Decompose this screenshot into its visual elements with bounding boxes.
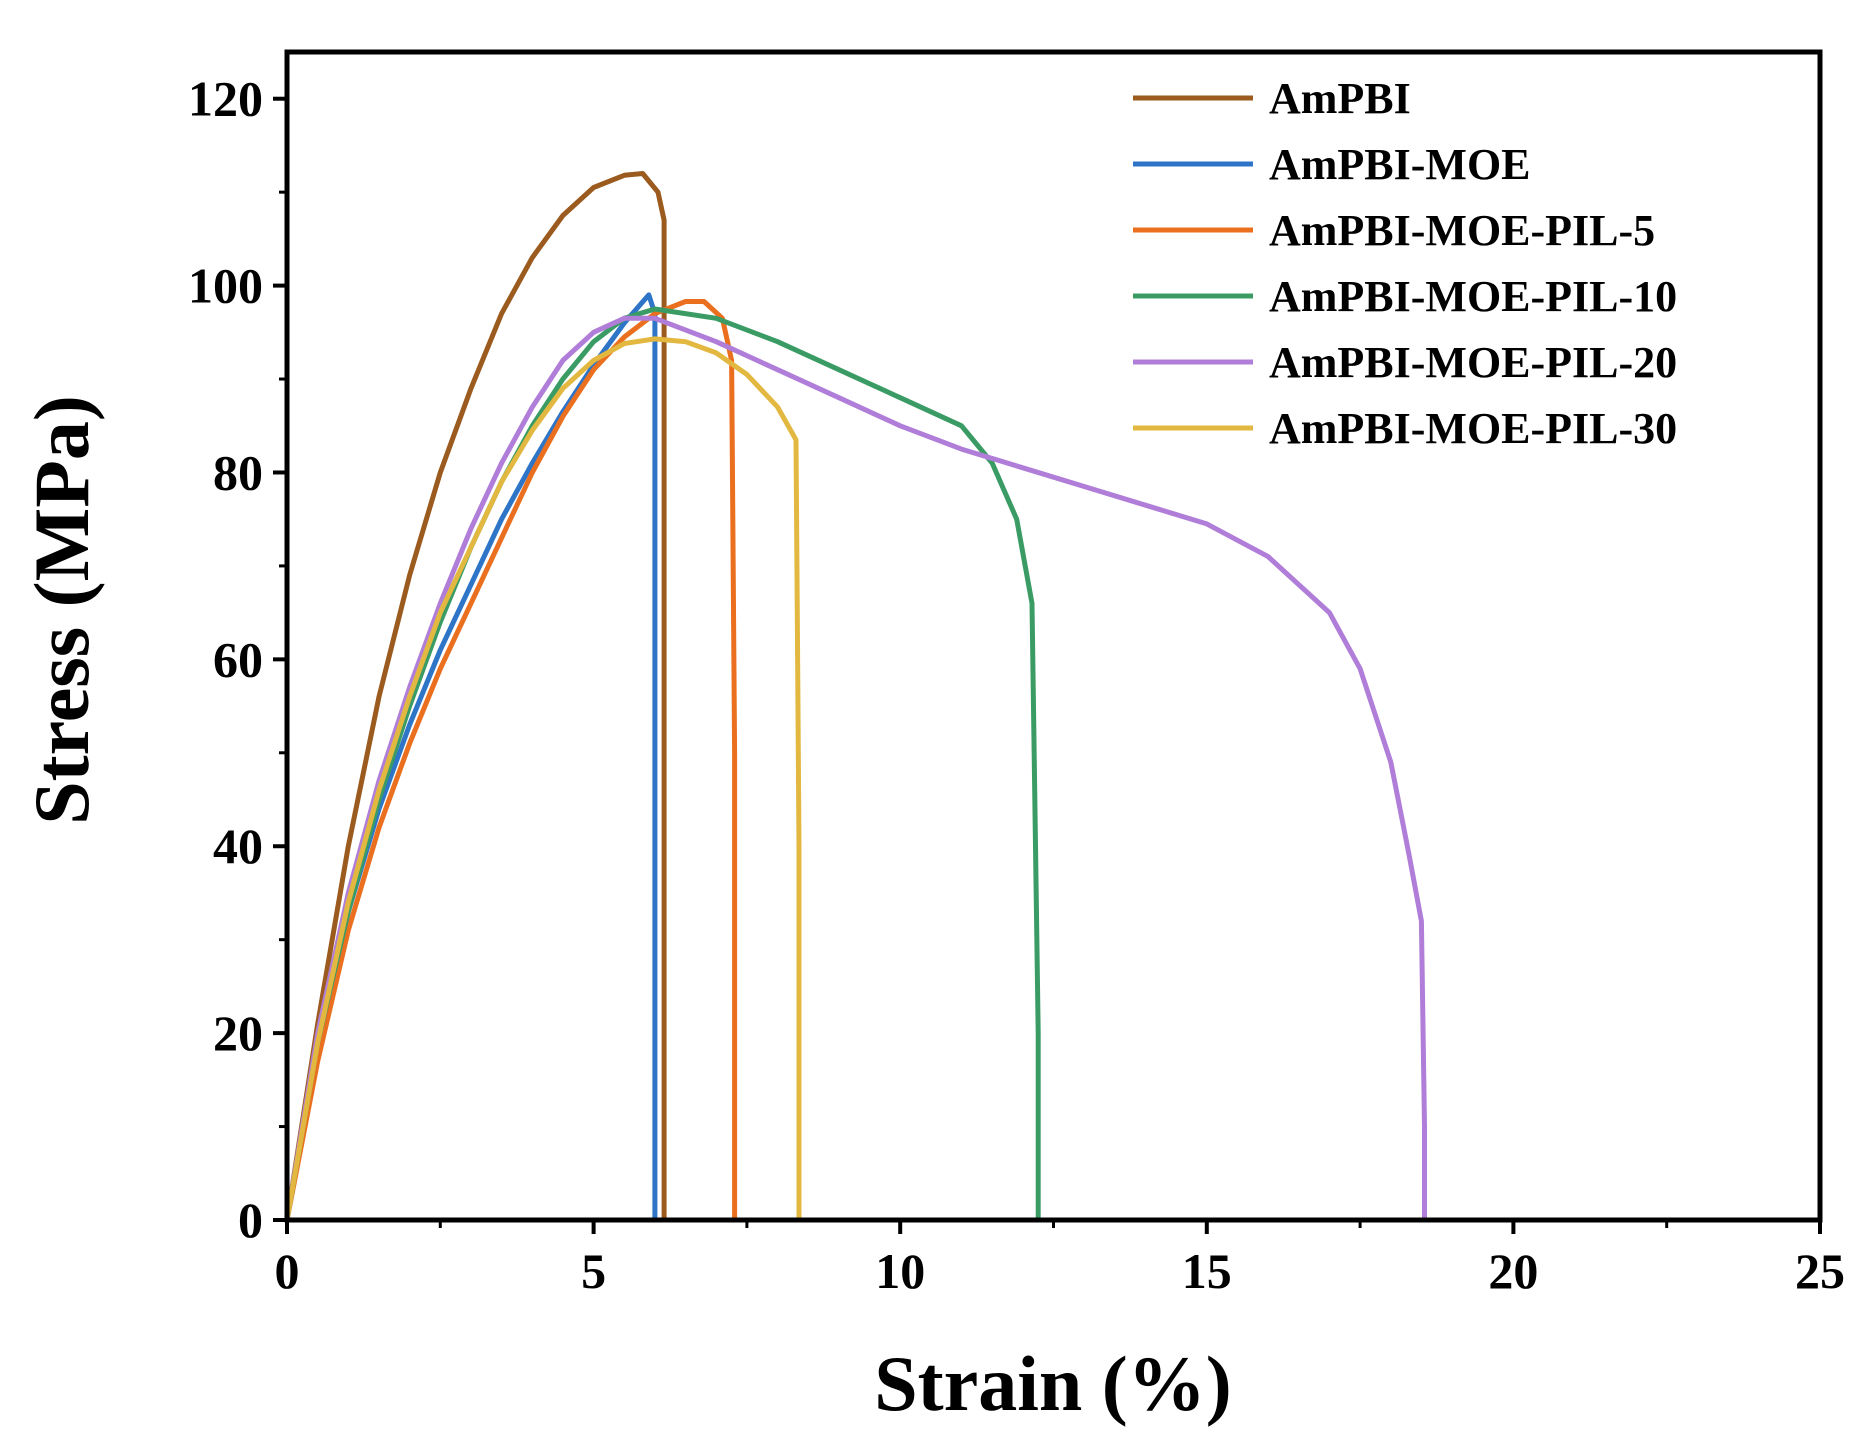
legend-label-ampbi-moe-pil-20: AmPBI-MOE-PIL-20 [1269,338,1677,387]
y-axis-title: Stress (MPa) [18,395,105,825]
series-line-ampbi-moe-pil-5 [284,299,738,1223]
series-line-ampbi-moe [284,292,658,1223]
series-layer [284,171,1427,1223]
x-tick-label: 20 [1488,1243,1538,1299]
x-axis-title: Strain (%) [874,1340,1231,1427]
y-tick-label: 100 [188,258,263,314]
x-axis-ticks: 0 5 10 15 20 25 [275,1220,1845,1299]
y-tick-label: 120 [188,71,263,127]
legend-label-ampbi-moe: AmPBI-MOE [1269,140,1531,189]
x-tick-label: 10 [875,1243,925,1299]
y-tick-label: 80 [213,444,263,500]
legend-label-ampbi-moe-pil-10: AmPBI-MOE-PIL-10 [1269,272,1677,321]
y-tick-label: 40 [213,818,263,874]
x-tick-label: 5 [581,1243,606,1299]
series-line-ampbi [284,171,667,1223]
x-tick-label: 0 [275,1243,300,1299]
legend: AmPBI AmPBI-MOE AmPBI-MOE-PIL-5 AmPBI-MOE-P… [1133,74,1677,453]
y-tick-label: 0 [238,1192,263,1248]
legend-label-ampbi: AmPBI [1269,74,1411,123]
series-line-ampbi-moe-pil-30 [284,336,802,1223]
y-tick-label: 60 [213,631,263,687]
legend-label-ampbi-moe-pil-5: AmPBI-MOE-PIL-5 [1269,206,1655,255]
x-tick-label: 15 [1182,1243,1232,1299]
y-tick-label: 20 [213,1005,263,1061]
series-line-ampbi-moe-pil-20 [284,315,1427,1223]
x-tick-label: 25 [1795,1243,1845,1299]
y-axis-ticks: 0 20 40 60 80 100 120 [188,71,287,1248]
legend-label-ampbi-moe-pil-30: AmPBI-MOE-PIL-30 [1269,404,1677,453]
